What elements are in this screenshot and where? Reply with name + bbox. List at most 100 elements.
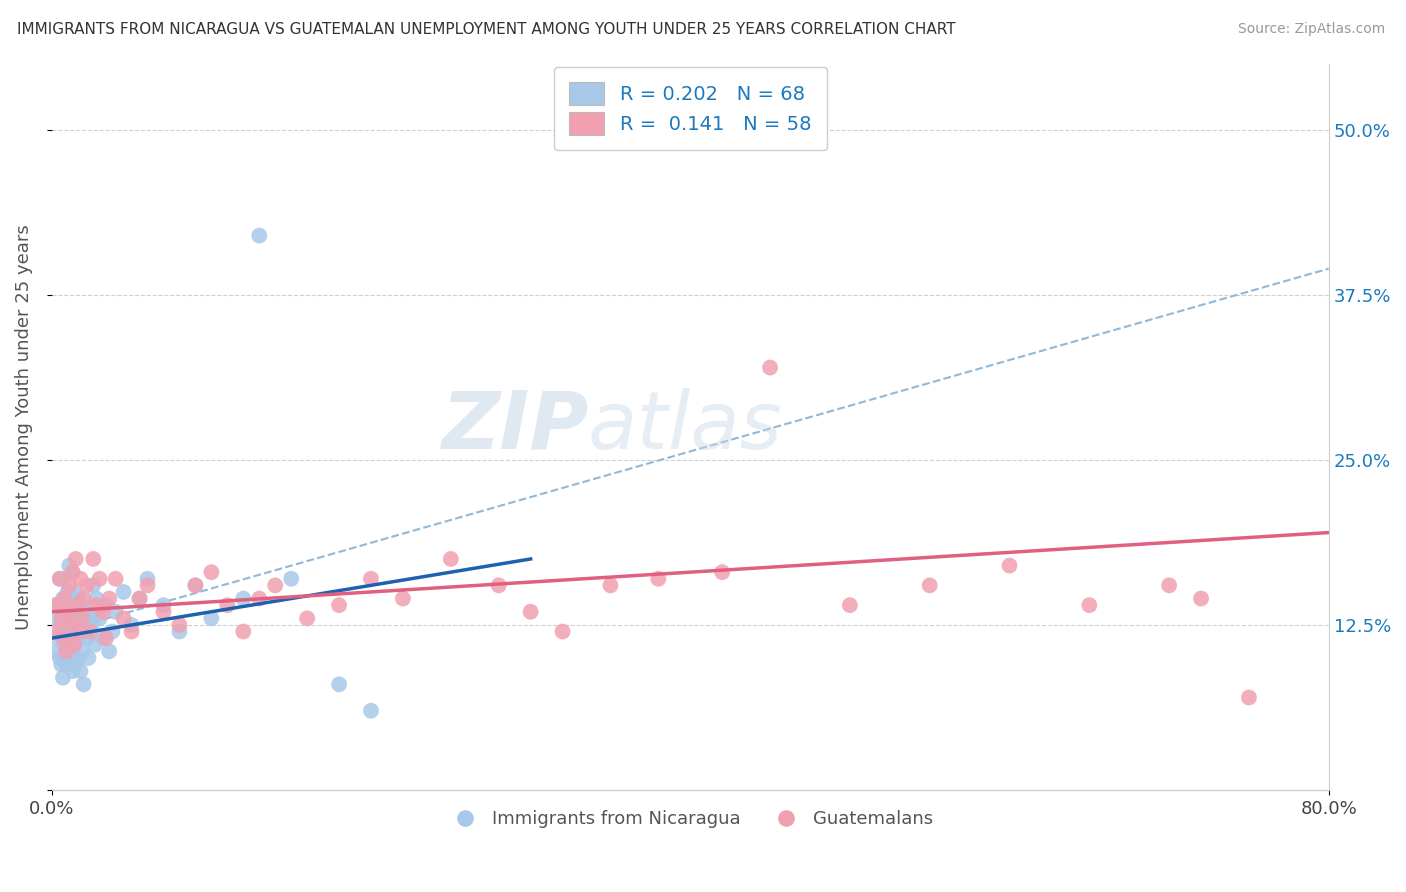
Point — [79, 624, 101, 639]
Point — [66, 598, 89, 612]
Point — [112, 611, 135, 625]
Point — [488, 578, 510, 592]
Point — [46, 598, 69, 612]
Point — [328, 598, 350, 612]
Point — [838, 598, 860, 612]
Point — [247, 591, 270, 606]
Point — [89, 611, 111, 625]
Point — [98, 644, 121, 658]
Point — [328, 677, 350, 691]
Point — [59, 618, 82, 632]
Point — [440, 552, 463, 566]
Point — [128, 591, 150, 606]
Point — [69, 618, 91, 632]
Point — [759, 360, 782, 375]
Point — [63, 585, 86, 599]
Text: atlas: atlas — [588, 388, 783, 466]
Point — [86, 598, 108, 612]
Point — [58, 631, 80, 645]
Point — [83, 638, 105, 652]
Point — [200, 611, 222, 625]
Point — [63, 638, 86, 652]
Point — [51, 611, 73, 625]
Point — [918, 578, 941, 592]
Point — [46, 644, 69, 658]
Point — [200, 565, 222, 579]
Point — [104, 605, 127, 619]
Point — [55, 624, 77, 639]
Point — [65, 552, 87, 566]
Point — [136, 578, 159, 592]
Point — [76, 578, 98, 592]
Point — [58, 578, 80, 592]
Point — [1078, 598, 1101, 612]
Point — [51, 657, 73, 672]
Text: Source: ZipAtlas.com: Source: ZipAtlas.com — [1237, 22, 1385, 37]
Point — [360, 704, 382, 718]
Point — [44, 611, 66, 625]
Point — [169, 618, 191, 632]
Point — [280, 572, 302, 586]
Point — [52, 631, 75, 645]
Point — [44, 598, 66, 612]
Point — [89, 572, 111, 586]
Point — [59, 618, 82, 632]
Point — [1237, 690, 1260, 705]
Point — [79, 611, 101, 625]
Point — [519, 605, 541, 619]
Point — [647, 572, 669, 586]
Point — [80, 618, 103, 632]
Point — [55, 657, 77, 672]
Point — [94, 598, 117, 612]
Point — [56, 651, 79, 665]
Point — [63, 638, 86, 652]
Text: IMMIGRANTS FROM NICARAGUA VS GUATEMALAN UNEMPLOYMENT AMONG YOUTH UNDER 25 YEARS : IMMIGRANTS FROM NICARAGUA VS GUATEMALAN … — [17, 22, 956, 37]
Point — [62, 598, 84, 612]
Point — [121, 624, 143, 639]
Point — [62, 565, 84, 579]
Point — [56, 585, 79, 599]
Point — [217, 598, 239, 612]
Point — [264, 578, 287, 592]
Point — [232, 624, 254, 639]
Point — [247, 228, 270, 243]
Point — [1159, 578, 1181, 592]
Point — [184, 578, 207, 592]
Point — [69, 664, 91, 678]
Point — [73, 591, 96, 606]
Point — [51, 618, 73, 632]
Point — [101, 624, 124, 639]
Point — [69, 572, 91, 586]
Point — [91, 631, 114, 645]
Point — [65, 624, 87, 639]
Point — [58, 558, 80, 573]
Point — [104, 572, 127, 586]
Point — [152, 598, 174, 612]
Point — [56, 605, 79, 619]
Point — [94, 631, 117, 645]
Point — [75, 605, 97, 619]
Point — [73, 624, 96, 639]
Point — [48, 572, 70, 586]
Point — [70, 611, 93, 625]
Y-axis label: Unemployment Among Youth under 25 years: Unemployment Among Youth under 25 years — [15, 224, 32, 630]
Point — [53, 572, 76, 586]
Point — [70, 598, 93, 612]
Point — [77, 651, 100, 665]
Point — [998, 558, 1021, 573]
Point — [711, 565, 734, 579]
Point — [112, 585, 135, 599]
Point — [184, 578, 207, 592]
Point — [136, 572, 159, 586]
Point — [128, 591, 150, 606]
Point — [70, 644, 93, 658]
Point — [48, 651, 70, 665]
Point — [45, 631, 67, 645]
Point — [59, 644, 82, 658]
Point — [52, 671, 75, 685]
Point — [53, 638, 76, 652]
Point — [599, 578, 621, 592]
Point — [66, 651, 89, 665]
Point — [392, 591, 415, 606]
Legend: Immigrants from Nicaragua, Guatemalans: Immigrants from Nicaragua, Guatemalans — [440, 803, 941, 835]
